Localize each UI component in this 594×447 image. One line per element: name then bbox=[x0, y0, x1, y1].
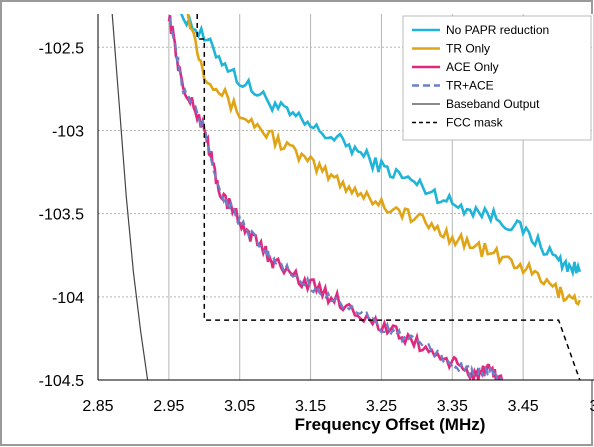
series-line-tr-ace bbox=[168, 17, 503, 380]
x-tick-label: 3.05 bbox=[224, 398, 255, 415]
x-tick-label: 2.95 bbox=[153, 398, 184, 415]
legend-label: FCC mask bbox=[446, 116, 504, 130]
y-tick-label: -103 bbox=[52, 123, 84, 140]
series-layer bbox=[111, 14, 582, 380]
series-line-fcc-mask bbox=[196, 14, 581, 380]
x-tick-label: 3.35 bbox=[437, 398, 468, 415]
legend-label: TR+ACE bbox=[446, 79, 494, 93]
legend-box bbox=[402, 15, 592, 141]
y-tick-label: -104 bbox=[52, 290, 84, 307]
x-tick-label: 3.45 bbox=[508, 398, 539, 415]
series-line-baseband-output bbox=[111, 14, 149, 380]
legend-label: TR Only bbox=[446, 42, 490, 56]
x-tick-label: 3.15 bbox=[295, 398, 326, 415]
series-line-tr-only bbox=[186, 14, 581, 307]
x-tick-labels: 2.85 2.95 3.05 3.15 3.25 3.35 3.45 3 bbox=[82, 398, 594, 415]
legend-label: No PAPR reduction bbox=[446, 23, 549, 37]
legend-label: ACE Only bbox=[446, 60, 499, 74]
y-tick-labels: -102.5 -103 -103.5 -104 -104.5 bbox=[39, 40, 84, 390]
x-tick-label: 3.25 bbox=[366, 398, 397, 415]
y-tick-label: -104.5 bbox=[39, 373, 84, 390]
series-line-no-papr-reduction bbox=[180, 14, 582, 278]
legend-label: Baseband Output bbox=[446, 97, 540, 111]
x-tick-label: 3 bbox=[590, 398, 594, 415]
x-tick-label: 2.85 bbox=[82, 398, 113, 415]
y-tick-label: -103.5 bbox=[39, 207, 84, 224]
x-axis-label: Frequency Offset (MHz) bbox=[295, 415, 486, 434]
legend: No PAPR reduction TR Only ACE Only TR+ACE Ba… bbox=[412, 23, 549, 130]
y-tick-label: -102.5 bbox=[39, 40, 84, 57]
